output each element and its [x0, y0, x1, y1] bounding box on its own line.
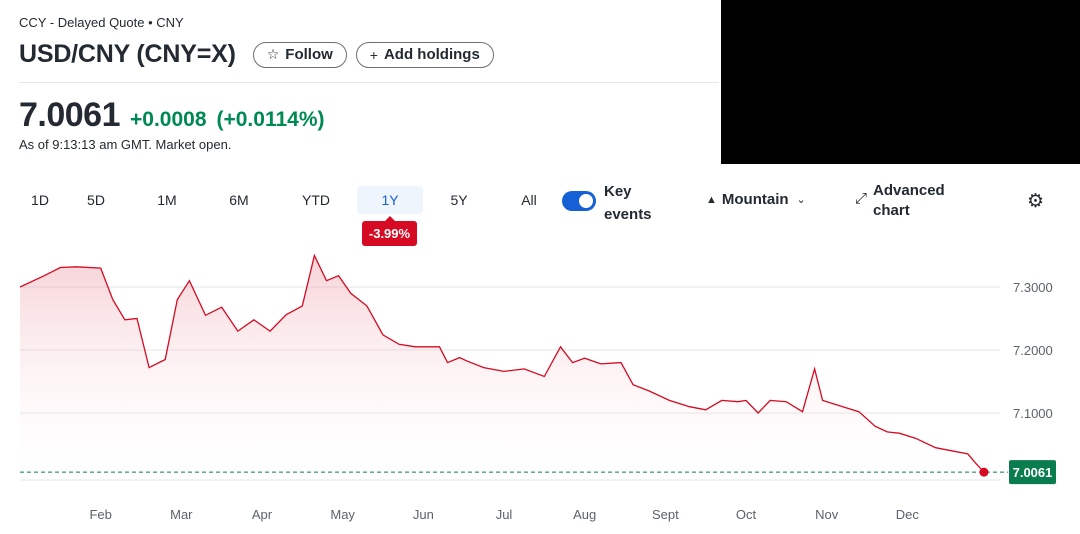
exchange-info: CCY - Delayed Quote • CNY	[19, 15, 184, 30]
mountain-icon: ▲	[706, 193, 717, 206]
toggle-knob	[579, 194, 593, 208]
x-tick-label: May	[330, 507, 355, 522]
key-events-label: Key events	[604, 183, 652, 223]
key-events-toggle[interactable]	[562, 191, 596, 211]
price-area	[20, 255, 984, 480]
x-tick-label: Apr	[252, 507, 273, 522]
x-tick-label: Dec	[896, 507, 920, 522]
add-holdings-label: Add holdings	[383, 46, 480, 63]
x-tick-label: Jul	[496, 507, 513, 522]
x-tick-label: Feb	[89, 507, 111, 522]
range-all[interactable]: All	[521, 192, 537, 208]
price-change-percent: (+0.0114%)	[216, 108, 325, 131]
as-of-text: As of 9:13:13 am GMT. Market open.	[19, 137, 232, 152]
range-5y[interactable]: 5Y	[450, 192, 468, 208]
range-5d[interactable]: 5D	[87, 192, 105, 208]
chart-type-label: Mountain	[721, 191, 789, 208]
x-tick-label: Oct	[736, 507, 757, 522]
range-1y[interactable]: 1Y	[357, 186, 423, 214]
title-row: USD/CNY (CNY=X) ☆ Follow + Add holdings	[19, 40, 503, 69]
last-price-label: 7.0061	[1013, 465, 1053, 480]
chart-type-dropdown[interactable]: ▲ Mountain ⌄	[706, 191, 806, 208]
expand-icon: ⤢	[855, 190, 868, 207]
range-change-badge: -3.99%	[362, 216, 417, 246]
star-icon: ☆	[266, 46, 280, 62]
x-tick-label: Sept	[652, 507, 679, 522]
chevron-down-icon: ⌄	[796, 194, 806, 206]
y-tick-label: 7.2000	[1013, 343, 1053, 358]
last-price-badge	[1009, 460, 1056, 485]
y-tick-label: 7.1000	[1013, 406, 1053, 421]
range-1d[interactable]: 1D	[31, 192, 49, 208]
add-holdings-button[interactable]: + Add holdings	[355, 41, 494, 68]
advanced-chart-button[interactable]: ⤢ Advanced chart	[855, 181, 953, 221]
range-6m[interactable]: 6M	[229, 192, 249, 208]
price-line	[19, 253, 985, 473]
follow-button[interactable]: ☆ Follow	[252, 41, 347, 68]
price-row: 7.0061 +0.0008 (+0.0114%)	[19, 96, 325, 135]
x-tick-label: Mar	[170, 507, 193, 522]
x-tick-label: Jun	[413, 507, 434, 522]
gear-icon[interactable]: ⚙	[1027, 191, 1045, 212]
range-ytd[interactable]: YTD	[302, 192, 330, 208]
x-axis: Feb Mar Apr May Jun Jul Aug Sept Oct Nov Dec	[89, 507, 919, 522]
price-change: +0.0008	[130, 108, 207, 131]
follow-label: Follow	[285, 46, 333, 63]
last-price-dot	[979, 467, 989, 477]
price: 7.0061	[19, 96, 121, 134]
x-tick-label: Nov	[815, 507, 839, 522]
page-title: USD/CNY (CNY=X)	[19, 40, 236, 68]
range-1m[interactable]: 1M	[157, 192, 177, 208]
plus-icon: +	[369, 46, 378, 63]
redacted-block	[721, 0, 1080, 164]
range-bar: 1D 5D 1M 6M YTD 1Y 5Y All	[0, 178, 1080, 222]
advanced-chart-label: Advanced chart	[873, 182, 945, 219]
x-tick-label: Aug	[573, 507, 596, 522]
y-axis: 7.3000 7.2000 7.1000 7.0061	[1009, 280, 1056, 485]
y-tick-label: 7.3000	[1013, 280, 1053, 295]
divider	[19, 82, 719, 83]
